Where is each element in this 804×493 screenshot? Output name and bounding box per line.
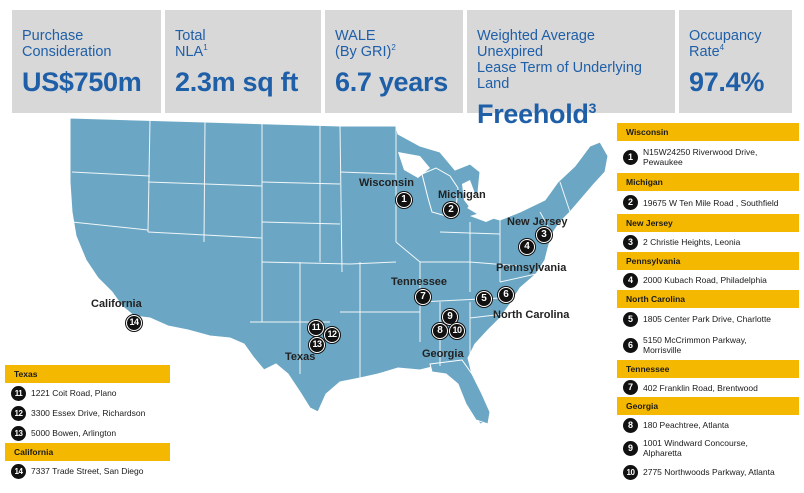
map-pin-2: 2 [443, 202, 459, 218]
stat-value: US$750m [22, 67, 142, 97]
stat-value: 97.4% [689, 67, 765, 97]
legend-header-michigan: Michigan [617, 173, 799, 191]
legend-address: N15W24250 Riverwood Drive, Pewaukee [643, 147, 758, 167]
legend-address: 1805 Center Park Drive, Charlotte [643, 314, 772, 324]
legend-number: 2 [623, 195, 638, 210]
footnote-marker: 2 [391, 43, 396, 53]
legend-address: 5150 McCrimmon Parkway, Morrisville [643, 335, 747, 355]
legend-address: 2775 Northwoods Parkway, Atlanta [643, 467, 775, 477]
map-pin-6: 6 [498, 287, 514, 303]
map-label-pennsylvania: Pennsylvania [496, 262, 567, 274]
legend-number: 5 [623, 311, 638, 327]
footnote-marker: 3 [588, 100, 597, 116]
legend-header-north-carolina: North Carolina [617, 290, 799, 308]
legend-right: Wisconsin 1 N15W24250 Riverwood Drive, Pe… [617, 123, 799, 483]
stat-value: 2.3m sq ft [175, 67, 299, 97]
map-pin-4: 4 [519, 239, 535, 255]
legend-item: 4 2000 Kubach Road, Philadelphia [617, 270, 799, 290]
legend-item: 12 3300 Essex Drive, Richardson [5, 403, 170, 423]
map-label-wisconsin: Wisconsin [359, 177, 414, 189]
stat-label: Purchase Consideration [22, 28, 112, 60]
map-pin-3: 3 [536, 227, 552, 243]
legend-header-california: California [5, 443, 170, 461]
stat-land-lease-term: Weighted Average Unexpired Lease Term of … [467, 10, 675, 129]
legend-left: Texas 11 1221 Coit Road, Plano 12 3300 E… [5, 365, 170, 481]
map-pin-8: 8 [432, 323, 448, 339]
legend-address: 180 Peachtree, Atlanta [643, 420, 730, 430]
footnote-marker: 4 [719, 43, 725, 53]
map-label-california: California [91, 298, 142, 310]
stat-value: 6.7 years [335, 67, 448, 97]
stat-purchase-consideration: Purchase Consideration US$750m [12, 10, 161, 113]
legend-number: 14 [11, 463, 26, 479]
legend-number: 9 [623, 440, 638, 456]
legend-header-texas: Texas [5, 365, 170, 383]
map-label-north-carolina: North Carolina [493, 309, 570, 321]
legend-address: 7337 Trade Street, San Diego [31, 466, 144, 476]
stat-occupancy-rate: Occupancy Rate4 97.4% [679, 10, 792, 113]
map-label-texas: Texas [285, 351, 316, 363]
map-pin-5: 5 [476, 291, 492, 307]
map-label-michigan: Michigan [438, 189, 486, 201]
legend-item: 7 402 Franklin Road, Brentwood [617, 378, 799, 397]
legend-address: 3300 Essex Drive, Richardson [31, 408, 146, 418]
great-lakes [398, 152, 500, 222]
legend-address: 2 Christie Heights, Leonia [643, 237, 741, 247]
legend-address: 1221 Coit Road, Plano [31, 388, 117, 398]
us-map [69, 117, 609, 425]
stat-label: WALE (By GRI)2 [335, 28, 396, 60]
legend-number: 10 [623, 464, 638, 480]
legend-address: 2000 Kubach Road, Philadelphia [643, 275, 767, 285]
map-label-new-jersey: New Jersey [507, 216, 568, 228]
stat-label: Total NLA1 [175, 28, 208, 60]
map-pin-7: 7 [415, 289, 431, 305]
legend-address: 19675 W Ten Mile Road , Southfield [643, 197, 779, 208]
legend-item: 10 2775 Northwoods Parkway, Atlanta [617, 461, 799, 483]
legend-item: 6 5150 McCrimmon Parkway, Morrisville [617, 330, 799, 360]
stat-wale: WALE (By GRI)2 6.7 years [325, 10, 463, 113]
map-label-georgia: Georgia [422, 348, 464, 360]
map-pin-12: 12 [324, 327, 340, 343]
legend-number: 6 [623, 337, 638, 353]
stat-value: Freehold3 [477, 99, 597, 129]
legend-header-wisconsin: Wisconsin [617, 123, 799, 141]
map-pin-13: 13 [309, 337, 325, 353]
footnote-marker: 1 [203, 43, 208, 53]
state-borders [71, 119, 571, 378]
legend-address: 1001 Windward Concourse, Alpharetta [643, 438, 748, 458]
legend-number: 8 [623, 417, 638, 433]
legend-number: 7 [623, 380, 638, 395]
legend-number: 11 [11, 385, 26, 401]
legend-header-georgia: Georgia [617, 397, 799, 415]
stat-label: Occupancy Rate4 [689, 28, 762, 60]
map-pin-1: 1 [396, 192, 412, 208]
map-pin-10: 10 [449, 323, 465, 339]
legend-address: 402 Franklin Road, Brentwood [643, 382, 758, 393]
legend-item: 11 1221 Coit Road, Plano [5, 383, 170, 403]
stat-total-nla: Total NLA1 2.3m sq ft [165, 10, 321, 113]
legend-item: 13 5000 Bowen, Arlington [5, 423, 170, 443]
map-pin-11: 11 [308, 320, 324, 336]
map-label-tennessee: Tennessee [391, 276, 448, 288]
legend-number: 13 [11, 425, 26, 441]
legend-item: 5 1805 Center Park Drive, Charlotte [617, 308, 799, 330]
legend-item: 9 1001 Windward Concourse, Alpharetta [617, 435, 799, 461]
map-pin-14: 14 [126, 315, 142, 331]
legend-item: 8 180 Peachtree, Atlanta [617, 415, 799, 435]
legend-number: 12 [11, 405, 26, 421]
stat-label: Weighted Average Unexpired Lease Term of … [477, 28, 642, 92]
map-pin-9: 9 [442, 309, 458, 325]
legend-address: 5000 Bowen, Arlington [31, 428, 117, 438]
legend-number: 3 [623, 234, 638, 250]
legend-number: 4 [623, 272, 638, 288]
legend-item: 2 19675 W Ten Mile Road , Southfield [617, 191, 799, 214]
legend-header-pennsylvania: Pennsylvania [617, 252, 799, 270]
legend-item: 3 2 Christie Heights, Leonia [617, 232, 799, 252]
legend-number: 1 [623, 149, 638, 165]
legend-header-tennessee: Tennessee [617, 360, 799, 378]
legend-item: 1 N15W24250 Riverwood Drive, Pewaukee [617, 141, 799, 173]
florida-shape [429, 359, 491, 425]
legend-header-new-jersey: New Jersey [617, 214, 799, 232]
legend-item: 14 7337 Trade Street, San Diego [5, 461, 170, 481]
